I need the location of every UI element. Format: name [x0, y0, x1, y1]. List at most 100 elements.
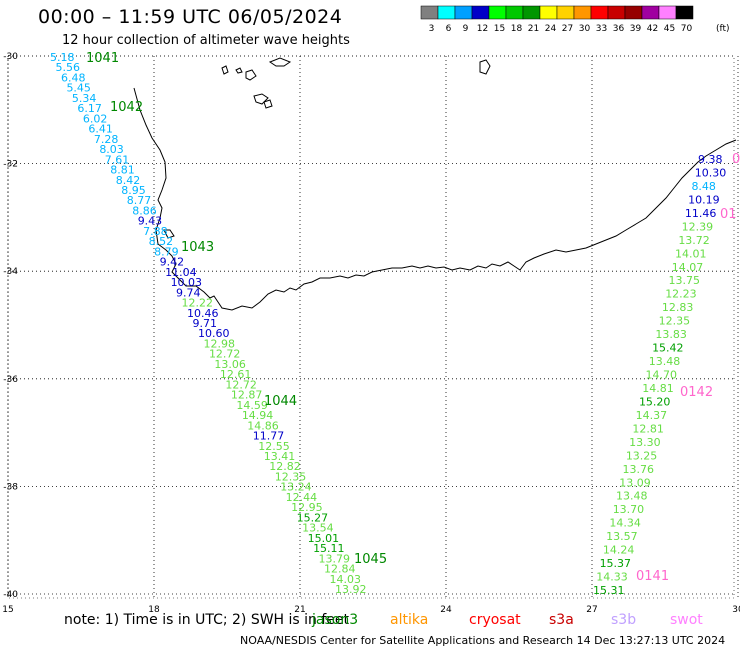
- wave-height-label: 10.03: [171, 276, 203, 289]
- altimeter-track-east: 9.3810.308.4810.1911.4612.3913.7214.0114…: [593, 153, 726, 597]
- wave-height-label: 14.34: [609, 517, 641, 530]
- colorbar-swatch-9: [454, 5, 473, 20]
- colorbar-swatch-21: [522, 5, 541, 20]
- wave-height-label: 8.03: [99, 143, 124, 156]
- legend-s3a: s3a: [549, 612, 574, 628]
- wave-height-label: 15.37: [600, 557, 632, 570]
- legend-swot: swot: [670, 612, 703, 628]
- wave-height-label: 8.52: [149, 235, 174, 248]
- wave-height-label: 13.30: [629, 436, 661, 449]
- colorbar-swatch-42: [641, 5, 660, 20]
- wave-height-label: 6.02: [83, 112, 108, 125]
- wave-height-label: 13.83: [655, 328, 687, 341]
- wave-height-label: 12.35: [275, 470, 307, 483]
- wave-height-label: 10.60: [198, 327, 230, 340]
- wave-height-label: 8.79: [154, 245, 179, 258]
- map-frame: [7, 55, 735, 599]
- wave-height-label: 8.86: [132, 204, 157, 217]
- wave-height-label: 13.72: [678, 234, 710, 247]
- pass-id-label: 1042: [110, 100, 143, 115]
- wave-height-label: 8.81: [110, 164, 134, 177]
- wave-height-label: 8.42: [116, 174, 140, 187]
- pass-id-label: 1044: [264, 394, 297, 409]
- wave-height-label: 14.59: [236, 399, 268, 412]
- wave-height-label: 12.72: [225, 378, 257, 391]
- colorbar-label: 6: [446, 24, 452, 34]
- map-subtitle: 12 hour collection of altimeter wave hei…: [62, 33, 350, 48]
- colorbar-label: 3: [429, 24, 435, 34]
- colorbar-swatch-70: [675, 5, 694, 20]
- colorbar-swatch-30: [573, 5, 592, 20]
- axis-labels: 15 18 21 24 27 30 -30 -32 -34 -36 -38 -40: [2, 52, 740, 615]
- latitude-tick-label: -34: [3, 267, 18, 277]
- colorbar-swatch-15: [488, 5, 507, 20]
- pass-id-label: 0141: [636, 569, 669, 584]
- wave-height-label: 11.77: [253, 430, 284, 443]
- wave-height-label: 14.01: [675, 247, 707, 260]
- colorbar-label: 39: [630, 24, 642, 34]
- wave-height-label: 12.83: [662, 301, 694, 314]
- legend-cryosat: cryosat: [469, 612, 521, 628]
- wave-height-label: 13.70: [613, 503, 645, 516]
- wave-height-label: 15.42: [652, 342, 684, 355]
- wave-height-label: 12.22: [182, 297, 214, 310]
- colorbar-label: 27: [562, 24, 573, 34]
- wave-height-label: 12.61: [220, 368, 252, 381]
- colorbar-unit: (ft): [716, 24, 730, 34]
- colorbar-swatch-3: [420, 5, 439, 20]
- legend-jason3: jason3: [312, 612, 359, 628]
- wave-height-label: 9.43: [138, 215, 163, 228]
- wave-height-label: 13.24: [280, 481, 312, 494]
- wave-height-label: 14.37: [636, 409, 668, 422]
- latitude-tick-label: -40: [3, 590, 18, 600]
- graticule: [7, 55, 739, 599]
- colorbar-swatch-45: [658, 5, 677, 20]
- wave-height-label: 12.55: [258, 440, 290, 453]
- colorbar-swatch-24: [539, 5, 558, 20]
- wave-height-label: 13.57: [606, 530, 638, 543]
- wave-height-label: 12.95: [291, 501, 323, 514]
- wave-height-label: 12.39: [682, 220, 714, 233]
- longitude-tick-label: 15: [2, 605, 13, 615]
- wave-height-label: 8.48: [691, 180, 716, 193]
- latitude-tick-label: -32: [3, 160, 18, 170]
- wave-height-label: 10.30: [695, 166, 727, 179]
- wave-height-label: 13.06: [214, 358, 246, 371]
- wave-height-label: 10.46: [187, 307, 219, 320]
- wave-height-label: 14.86: [247, 419, 278, 432]
- wave-height-label: 13.25: [626, 449, 658, 462]
- longitude-tick-label: 27: [586, 605, 597, 615]
- wave-height-label: 12.84: [324, 563, 356, 576]
- wave-height-label: 7.88: [143, 225, 168, 238]
- wave-height-label: 14.33: [596, 571, 628, 584]
- wave-height-label: 13.75: [668, 274, 700, 287]
- wave-height-label: 12.82: [269, 460, 301, 473]
- latitude-tick-label: -30: [3, 52, 18, 62]
- colorbar-swatch-33: [590, 5, 609, 20]
- credit-line: NOAA/NESDIS Center for Satellite Applica…: [240, 634, 726, 647]
- wave-height-label: 7.28: [94, 133, 119, 146]
- colorbar-swatch-18: [505, 5, 524, 20]
- wave-height-label: 14.70: [646, 369, 678, 382]
- wave-height-label: 15.11: [313, 542, 345, 555]
- colorbar-label: 45: [664, 24, 675, 34]
- wave-height-label: 9.74: [176, 286, 201, 299]
- wave-height-label: 5.18: [50, 51, 75, 64]
- wave-height-label: 13.48: [649, 355, 681, 368]
- colorbar: 3 6 9 12 15 18 21 24 27 30 33 36 39 42 45 70 (ft): [420, 5, 730, 34]
- longitude-tick-label: 30: [732, 605, 740, 615]
- longitude-tick-label: 21: [294, 605, 305, 615]
- wave-height-label: 12.81: [632, 422, 664, 435]
- wave-height-label: 13.76: [623, 463, 655, 476]
- altimeter-track-west: 5.185.566.485.455.346.176.026.417.288.03…: [50, 51, 367, 596]
- wave-height-label: 14.81: [642, 382, 674, 395]
- wave-height-label: 5.34: [72, 92, 97, 105]
- wave-height-label: 6.48: [61, 71, 86, 84]
- colorbar-swatch-36: [607, 5, 626, 20]
- wave-height-label: 14.24: [603, 544, 635, 557]
- wave-height-label: 10.19: [688, 193, 720, 206]
- wave-height-label: 9.42: [160, 256, 185, 269]
- wave-height-label: 15.31: [593, 584, 625, 597]
- pass-id-label: 1043: [181, 240, 214, 255]
- wave-height-label: 13.09: [619, 476, 651, 489]
